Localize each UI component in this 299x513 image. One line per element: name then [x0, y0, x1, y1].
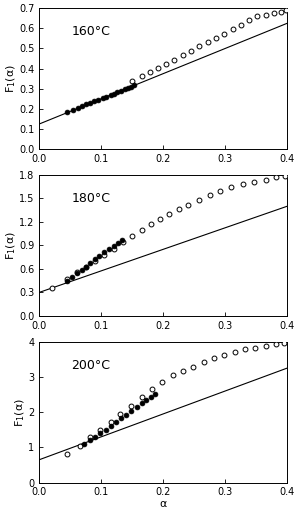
Y-axis label: F$_{1}$(α): F$_{1}$(α) — [4, 231, 18, 260]
Text: 200°C: 200°C — [71, 359, 111, 371]
Text: 180°C: 180°C — [71, 192, 111, 205]
Y-axis label: F$_{1}$(α): F$_{1}$(α) — [4, 64, 18, 93]
Y-axis label: F$_{1}$(α): F$_{1}$(α) — [13, 398, 27, 426]
Text: 160°C: 160°C — [71, 25, 111, 38]
X-axis label: α: α — [160, 499, 167, 509]
